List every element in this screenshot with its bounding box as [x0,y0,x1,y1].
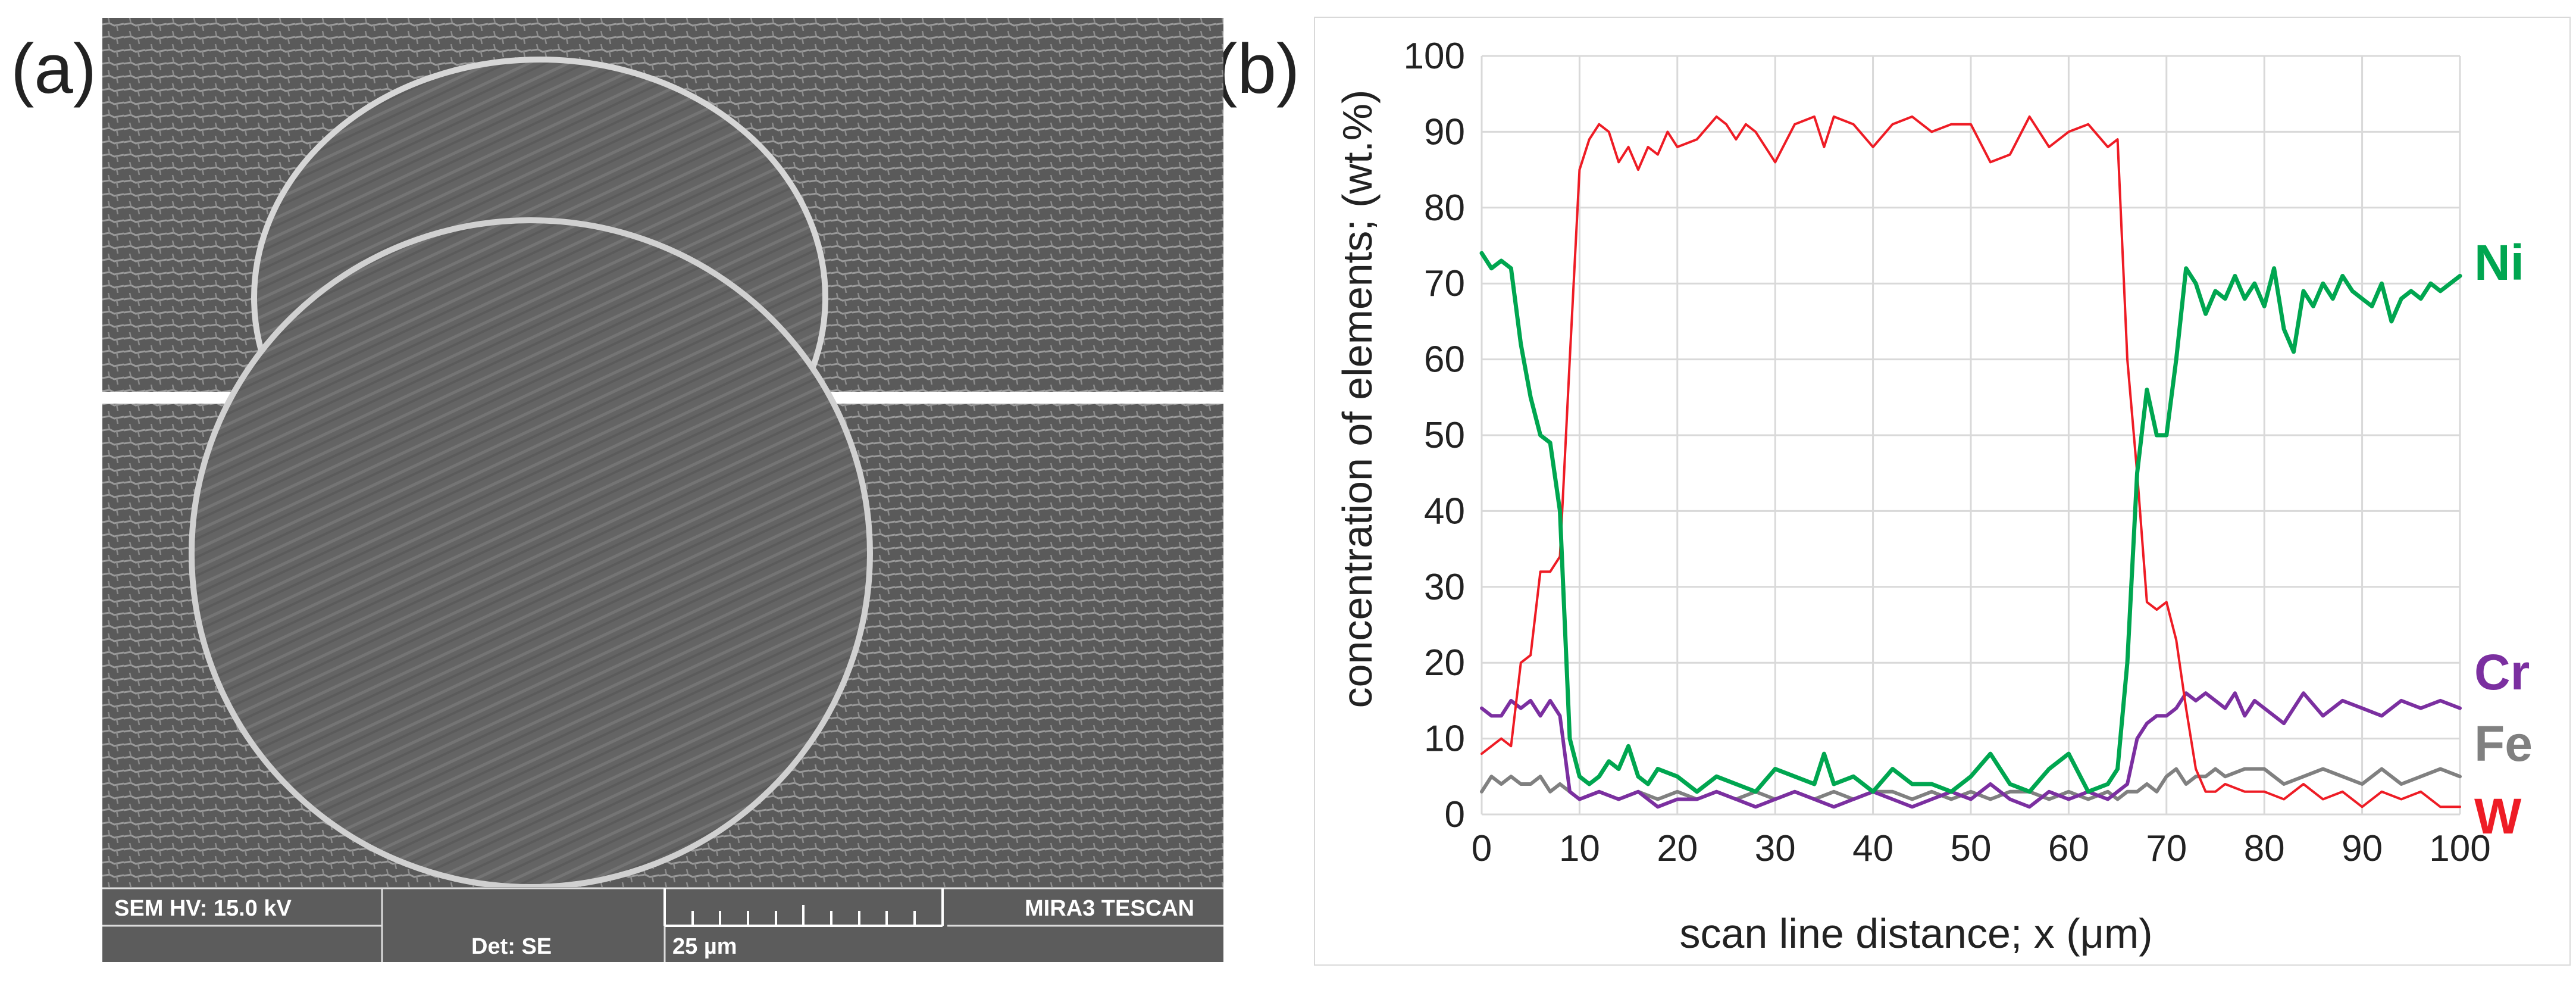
y-tick-label: 40 [1424,491,1465,532]
series-lines [1479,115,2462,809]
y-tick-label: 90 [1424,111,1465,152]
y-tick-label: 0 [1445,794,1465,835]
x-axis-label: scan line distance; x (μm) [1679,910,2152,957]
x-tick-label: 100 [2429,828,2490,869]
line-chart-panel: 0 10 20 30 40 50 60 70 80 90 100 0 10 20 30 40 50 60 70 80 9… [1314,17,2571,966]
series-label-cr: Cr [2474,644,2530,700]
x-tick-label: 60 [2048,828,2089,869]
y-tick-label: 10 [1424,719,1465,760]
y-tick-label: 100 [1404,36,1465,77]
x-tick-label: 90 [2342,828,2383,869]
x-tick-label: 0 [1472,828,1492,869]
x-tick-label: 80 [2244,828,2285,869]
series-label-ni: Ni [2474,235,2524,291]
concentration-line-chart: 0 10 20 30 40 50 60 70 80 90 100 0 10 20 30 40 50 60 70 80 9… [1334,36,2533,957]
series-line-ni [1479,251,2462,794]
sem-det-label: Det: SE [471,934,552,959]
particle-bottom [189,217,873,890]
x-tick-label: 50 [1951,828,1992,869]
panel-b-label: (b) [1214,30,1300,108]
y-tick-label: 80 [1424,188,1465,229]
series-label-w: W [2474,788,2522,844]
series-labels: W Ni Cr Fe [2474,235,2533,844]
x-tick-label: 40 [1852,828,1893,869]
y-tick-label: 30 [1424,567,1465,608]
sem-brand-label: MIRA3 TESCAN [1025,896,1194,921]
sem-micrograph: SEM HV: 15.0 kV Det: SE 25 µm MIRA3 TESC… [102,18,1223,962]
y-axis-label: concentration of elements; (wt.%) [1334,90,1381,708]
y-tick-label: 70 [1424,263,1465,304]
x-tick-label: 20 [1657,828,1698,869]
x-tick-label: 70 [2146,828,2187,869]
sem-hv-label: SEM HV: 15.0 kV [114,896,292,921]
series-line-w [1481,115,2461,808]
y-tick-label: 20 [1424,642,1465,683]
tick-labels: 0 10 20 30 40 50 60 70 80 90 100 0 10 20 30 40 50 60 70 80 9… [1404,36,2491,869]
x-tick-label: 10 [1559,828,1600,869]
sem-info-bar: SEM HV: 15.0 kV Det: SE 25 µm MIRA3 TESC… [102,887,1223,962]
y-tick-label: 60 [1424,339,1465,380]
series-label-fe: Fe [2474,716,2533,772]
scale-bar [663,888,944,927]
y-tick-label: 50 [1424,415,1465,456]
series-line-cr [1480,691,2462,809]
grid [1481,55,2461,816]
panel-a-label: (a) [11,30,97,108]
sem-scale-label: 25 µm [672,934,737,959]
x-tick-label: 30 [1755,828,1796,869]
